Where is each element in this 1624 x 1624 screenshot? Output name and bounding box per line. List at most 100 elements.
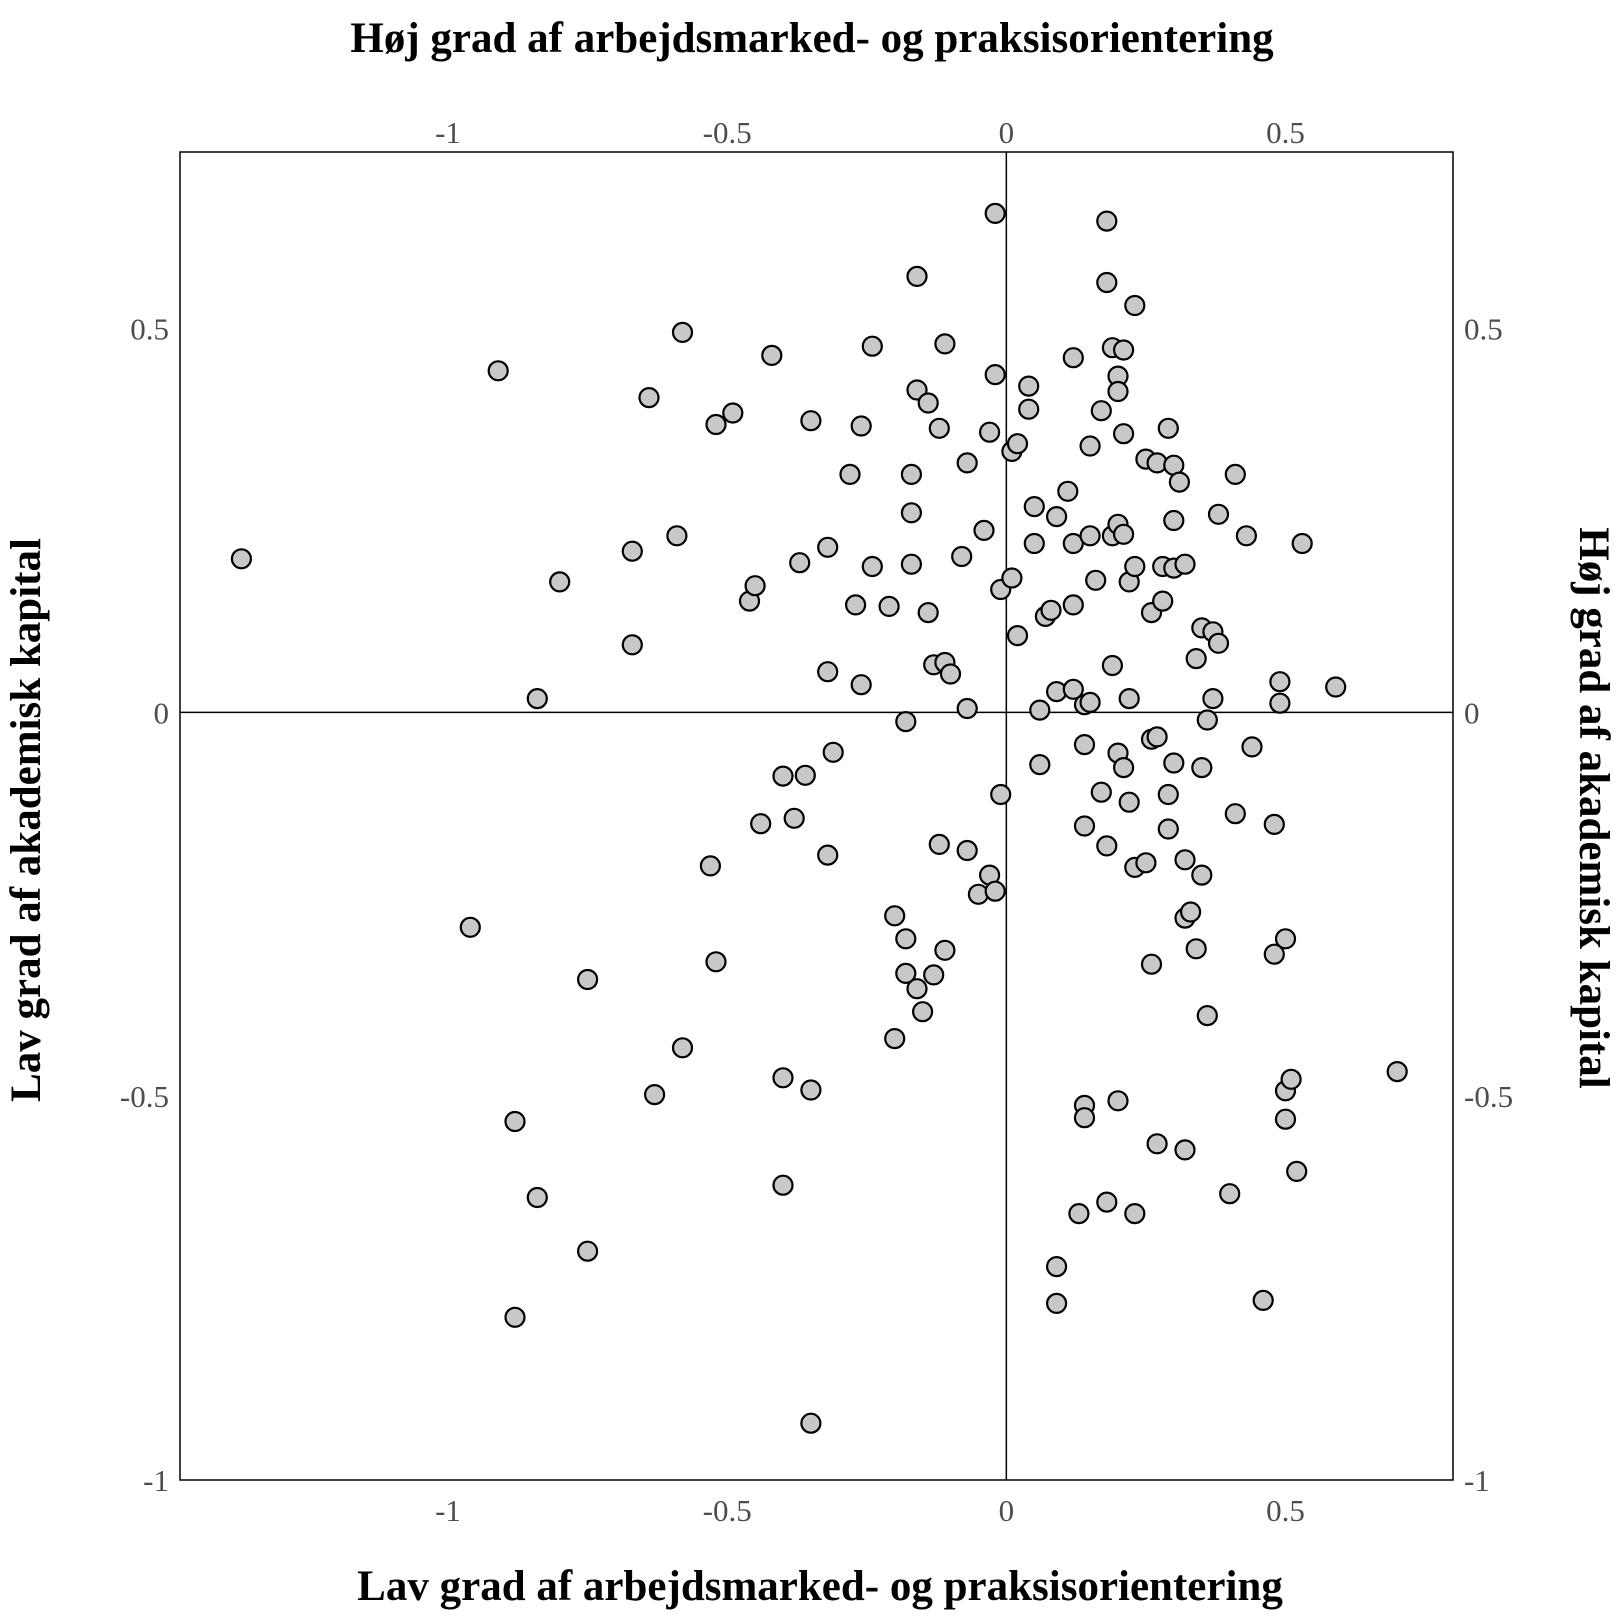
data-point <box>1079 691 1101 714</box>
data-point <box>705 413 727 436</box>
data-point <box>1085 569 1107 591</box>
data-point <box>800 1079 822 1101</box>
data-point <box>1269 692 1291 714</box>
data-point <box>1001 567 1023 589</box>
data-point <box>973 519 995 542</box>
data-point <box>504 1306 526 1328</box>
data-point <box>1241 736 1263 758</box>
data-point <box>1157 417 1179 439</box>
data-point <box>621 540 643 562</box>
data-point <box>878 595 900 618</box>
data-point <box>1174 849 1196 871</box>
data-point <box>638 387 660 409</box>
data-point <box>772 1067 794 1089</box>
y-tick-label-left: -1 <box>143 1463 169 1498</box>
data-point <box>1124 1202 1146 1225</box>
data-point <box>923 964 945 986</box>
data-point <box>951 545 973 568</box>
data-point <box>900 502 923 524</box>
data-point <box>1090 400 1112 422</box>
data-point <box>850 674 872 696</box>
data-point <box>900 553 923 575</box>
data-point <box>895 928 917 950</box>
data-point <box>761 344 783 366</box>
data-point <box>1068 1202 1090 1225</box>
data-point <box>230 548 252 570</box>
data-point <box>1185 647 1207 670</box>
data-point <box>459 916 481 938</box>
data-point <box>1174 553 1196 575</box>
x-tick-label-top: -1 <box>435 115 461 150</box>
data-point <box>1045 1255 1068 1278</box>
data-point <box>978 421 1001 443</box>
data-point <box>722 402 744 424</box>
axis-tick-labels: -1 -1 -0.5 -0.5 0 0 0.5 0.5 0.5 0.5 0 0 -0.5 -0.5 -1 -1 <box>120 115 1513 1528</box>
data-point <box>1018 375 1040 397</box>
data-point <box>1062 532 1084 555</box>
data-point <box>956 697 978 720</box>
x-tick-label-bottom: 0.5 <box>1266 1493 1305 1528</box>
data-point <box>1286 1160 1308 1183</box>
data-point <box>487 360 509 382</box>
data-point <box>1263 943 1285 965</box>
data-point <box>822 741 844 763</box>
data-point <box>895 710 917 733</box>
data-point <box>1219 1183 1241 1205</box>
data-point <box>1269 671 1291 693</box>
data-point <box>1124 555 1146 578</box>
data-point <box>984 364 1006 386</box>
x-tick-label-top: 0.5 <box>1266 115 1305 150</box>
data-point <box>1124 294 1146 317</box>
data-point <box>1018 398 1040 420</box>
data-point <box>1096 271 1118 294</box>
x-tick-label-top: -0.5 <box>703 115 752 150</box>
data-point <box>1006 624 1029 647</box>
data-point <box>1146 1133 1168 1155</box>
data-point <box>1096 210 1118 232</box>
data-point <box>1112 756 1135 779</box>
data-point <box>1029 699 1051 721</box>
data-point <box>956 839 978 862</box>
data-point <box>1196 709 1218 731</box>
data-point <box>526 1186 548 1209</box>
data-point <box>1224 463 1246 485</box>
data-point <box>549 571 571 593</box>
data-point <box>1023 532 1045 555</box>
data-point <box>1107 380 1129 403</box>
data-point <box>900 463 923 485</box>
data-point <box>1163 752 1185 774</box>
data-point <box>1079 435 1101 457</box>
data-point <box>621 634 643 656</box>
data-point <box>1029 753 1051 776</box>
data-point <box>895 962 917 985</box>
data-point <box>1274 1108 1297 1130</box>
data-point <box>1168 471 1191 493</box>
data-point <box>884 905 906 927</box>
data-point <box>1096 1191 1118 1213</box>
data-point <box>1062 594 1084 616</box>
data-point <box>1073 1107 1096 1129</box>
bottom-axis-title: Lav grad af arbejdsmarked- og praksisori… <box>357 1563 1283 1610</box>
plot-area-frame <box>179 151 1454 1481</box>
y-tick-label-left: -0.5 <box>120 1079 169 1114</box>
data-point <box>1112 339 1135 361</box>
data-point <box>1101 654 1124 677</box>
y-tick-label-right: -0.5 <box>1464 1079 1513 1114</box>
data-point <box>705 951 727 973</box>
data-point <box>1006 433 1029 455</box>
data-point <box>789 552 811 574</box>
data-point <box>861 555 883 578</box>
data-point <box>1252 1289 1274 1312</box>
data-point <box>1179 901 1202 923</box>
data-point <box>967 883 990 905</box>
data-point <box>783 807 805 829</box>
data-point <box>1062 678 1084 700</box>
data-point <box>817 844 839 866</box>
data-point <box>984 880 1006 902</box>
data-point <box>1073 815 1096 837</box>
data-point <box>1202 687 1224 710</box>
data-point <box>917 392 939 414</box>
data-point <box>1280 1068 1302 1090</box>
data-point <box>906 265 928 287</box>
data-point <box>772 765 794 787</box>
